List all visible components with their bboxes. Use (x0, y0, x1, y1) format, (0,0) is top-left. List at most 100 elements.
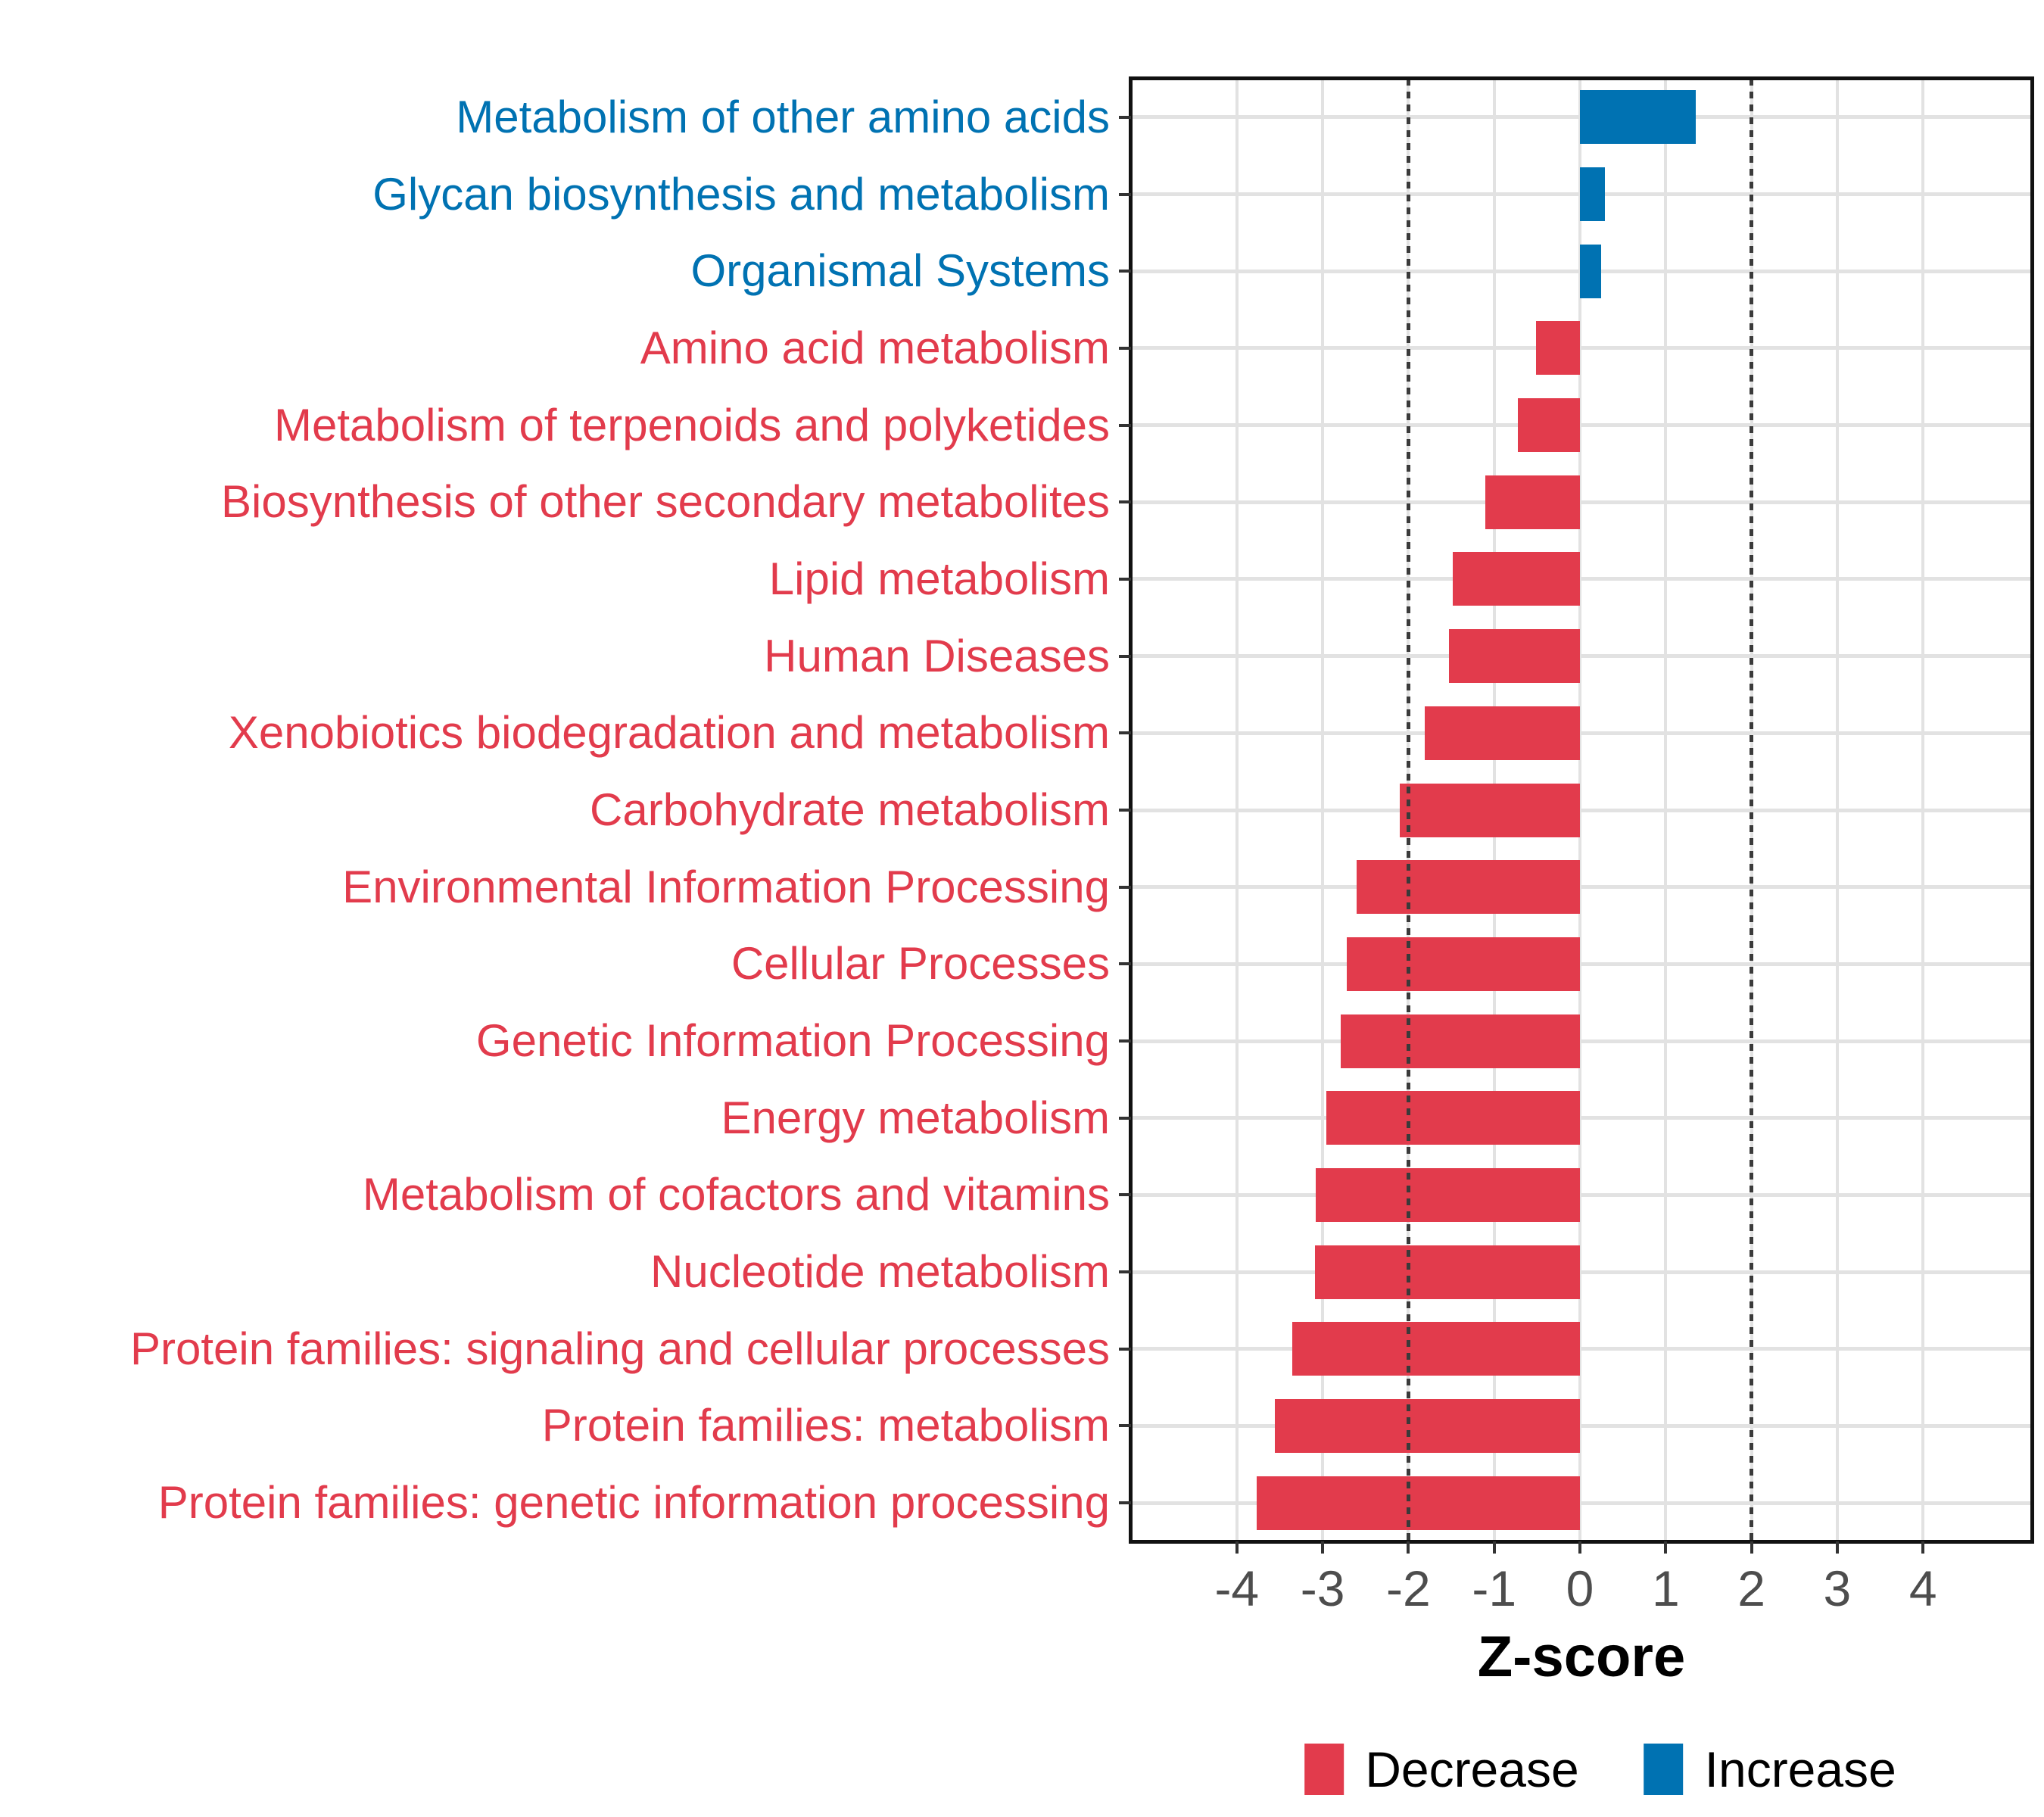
gridline-horizontal (1131, 1270, 2032, 1274)
y-axis-tick (1119, 346, 1131, 350)
gridline-horizontal (1131, 808, 2032, 812)
y-axis-tick (1119, 1501, 1131, 1505)
legend-key-decrease (1304, 1744, 1344, 1795)
bar (1326, 1091, 1580, 1145)
y-axis-label: Protein families: metabolism (541, 1400, 1110, 1451)
x-axis-tick-label: -2 (1386, 1560, 1431, 1616)
x-axis-tick (1321, 1541, 1325, 1554)
x-axis-tick-label: -4 (1214, 1560, 1260, 1616)
x-axis-tick (1664, 1541, 1668, 1554)
y-axis-tick (1119, 1347, 1131, 1351)
x-axis-tick (1578, 1541, 1581, 1554)
bar (1536, 321, 1580, 376)
y-axis-tick (1119, 885, 1131, 889)
x-axis-tick-label: 0 (1566, 1560, 1594, 1616)
bar (1400, 783, 1580, 837)
gridline-horizontal (1131, 885, 2032, 890)
bar (1357, 860, 1580, 915)
y-axis-label: Glycan biosynthesis and metabolism (372, 168, 1110, 220)
y-axis-tick (1119, 654, 1131, 658)
gridline-horizontal (1131, 1192, 2032, 1197)
reference-line (1750, 79, 1754, 1541)
bar (1314, 1245, 1580, 1299)
y-axis-label: Metabolism of cofactors and vitamins (362, 1169, 1110, 1220)
gridline-horizontal (1131, 346, 2032, 351)
y-axis-tick (1119, 1270, 1131, 1274)
y-axis-tick (1119, 731, 1131, 735)
gridline-horizontal (1131, 731, 2032, 735)
y-axis-label: Genetic Information Processing (475, 1015, 1110, 1067)
x-axis-tick (1492, 1541, 1496, 1554)
y-axis-label: Metabolism of terpenoids and polyketides (274, 399, 1110, 450)
y-axis-tick (1119, 1116, 1131, 1120)
y-axis-label: Metabolism of other amino acids (456, 91, 1110, 142)
y-axis-label: Amino acid metabolism (640, 322, 1110, 373)
x-axis-tick (1235, 1541, 1239, 1554)
gridline-horizontal (1131, 1501, 2032, 1505)
y-axis-tick (1119, 809, 1131, 812)
gridline-horizontal (1131, 1423, 2032, 1428)
y-axis-label: Lipid metabolism (768, 553, 1110, 604)
y-axis-label: Nucleotide metabolism (650, 1246, 1110, 1298)
bar (1292, 1322, 1580, 1376)
y-axis-tick (1119, 1193, 1131, 1197)
gridline-horizontal (1131, 1347, 2032, 1351)
x-axis-tick (1921, 1541, 1925, 1554)
y-axis-tick (1119, 1039, 1131, 1043)
y-axis-label: Environmental Information Processing (342, 861, 1110, 912)
y-axis-label: Human Diseases (764, 630, 1110, 681)
y-axis-tick (1119, 577, 1131, 581)
gridline-horizontal (1131, 423, 2032, 428)
legend: Decrease Increase (1304, 1744, 1896, 1795)
legend-key-increase (1644, 1744, 1684, 1795)
x-axis-tick-label: -3 (1300, 1560, 1345, 1616)
bar (1424, 706, 1580, 760)
legend-label-decrease: Decrease (1365, 1741, 1579, 1797)
gridline-horizontal (1131, 577, 2032, 581)
y-axis-label: Organismal Systems (690, 245, 1110, 297)
gridline-horizontal (1131, 654, 2032, 659)
y-axis-tick (1119, 115, 1131, 119)
bar (1453, 552, 1580, 606)
bar (1346, 937, 1580, 991)
y-axis-label: Energy metabolism (721, 1092, 1110, 1143)
y-axis-label: Carbohydrate metabolism (590, 784, 1110, 835)
y-axis-tick (1119, 423, 1131, 427)
bar (1518, 398, 1580, 453)
y-axis-tick (1119, 270, 1131, 273)
y-axis-label: Protein families: signaling and cellular… (130, 1323, 1110, 1374)
bar (1580, 90, 1696, 145)
y-axis-label: Xenobiotics biodegradation and metabolis… (228, 707, 1110, 759)
gridline-horizontal (1131, 961, 2032, 966)
y-axis-label: Protein families: genetic information pr… (157, 1477, 1110, 1529)
y-axis-tick (1119, 1424, 1131, 1428)
gridline-horizontal (1131, 500, 2032, 504)
gridline-horizontal (1131, 1116, 2032, 1120)
y-axis-tick (1119, 962, 1131, 966)
x-axis-tick-label: 1 (1651, 1560, 1680, 1616)
bar (1274, 1398, 1580, 1453)
gridline-horizontal (1131, 1039, 2032, 1043)
bar (1580, 167, 1605, 222)
bar (1256, 1476, 1580, 1530)
bar (1316, 1167, 1580, 1222)
bar (1580, 244, 1602, 298)
x-axis-title: Z-score (1477, 1625, 1686, 1689)
y-axis-tick (1119, 192, 1131, 196)
x-axis-tick-label: 2 (1737, 1560, 1765, 1616)
y-axis-label: Cellular Processes (731, 938, 1110, 990)
bar (1340, 1014, 1580, 1068)
bar (1448, 629, 1580, 684)
legend-label-increase: Increase (1704, 1741, 1896, 1797)
x-axis-tick (1750, 1541, 1753, 1554)
x-axis-tick (1407, 1541, 1410, 1554)
bar (1485, 475, 1580, 529)
y-axis-label: Biosynthesis of other secondary metaboli… (221, 476, 1110, 528)
x-axis-tick-label: 4 (1908, 1560, 1937, 1616)
x-axis-tick (1835, 1541, 1839, 1554)
reference-line (1406, 79, 1410, 1541)
